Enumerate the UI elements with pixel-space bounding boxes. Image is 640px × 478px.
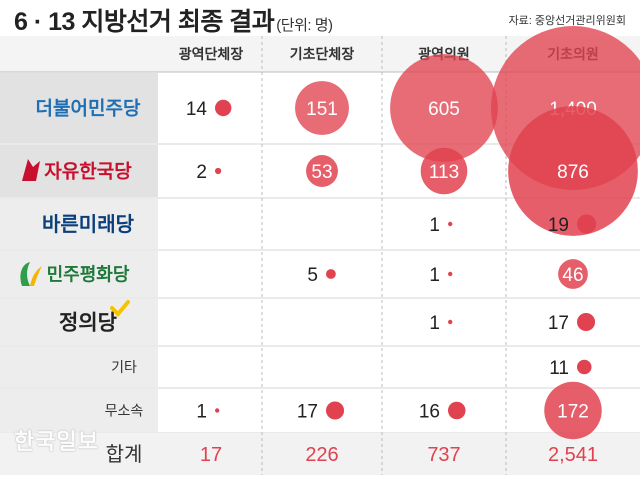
party-label: 정의당: [59, 311, 117, 334]
data-bubble-group: 16: [419, 402, 466, 423]
data-bubble-group: 876: [508, 106, 638, 236]
data-bubble: [390, 54, 498, 162]
flame-logo-icon: [22, 159, 40, 181]
data-bubble: [448, 401, 466, 420]
data-bubble-group: 2: [196, 162, 222, 183]
data-bubble: [448, 221, 453, 227]
data-bubble: [448, 271, 453, 277]
party-label: 기타: [111, 359, 137, 375]
data-bubble-group: 11: [549, 358, 592, 379]
data-bubble-group: 605: [390, 54, 498, 162]
data-bubble-group: 17: [297, 401, 345, 423]
column-header: 기초단체장: [290, 46, 355, 62]
data-label: 17: [548, 313, 569, 334]
data-label: 11: [549, 358, 569, 379]
data-label: 1: [429, 215, 440, 236]
total-value: 17: [200, 444, 222, 466]
data-bubble: [306, 155, 338, 187]
data-bubble-group: 17: [548, 312, 596, 334]
party-cell-bg: [0, 199, 158, 249]
party-label: 바른미래당: [42, 213, 135, 236]
column-header: 광역단체장: [179, 46, 244, 62]
data-bubble-group: 53: [306, 155, 338, 187]
leaf-logo-icon: [30, 266, 42, 286]
chart-title: 6 · 13 지방선거 최종 결과 (단위: 명): [14, 2, 333, 38]
data-bubble-group: 172: [544, 381, 602, 440]
data-label: 151: [306, 99, 338, 120]
data-bubble-group: 1: [429, 265, 453, 286]
party-cell-bg: [0, 73, 158, 143]
data-label: 17: [297, 402, 318, 423]
data-bubble-group: 1: [429, 215, 453, 236]
total-row-bg: [0, 433, 640, 475]
data-label: 53: [311, 162, 332, 183]
watermark-logo: 한국일보: [14, 429, 99, 454]
leaf-logo-icon: [20, 262, 30, 286]
party-cell-bg: [0, 347, 158, 387]
data-label: 1: [429, 265, 440, 286]
data-bubble: [215, 167, 222, 175]
check-logo-icon: [110, 300, 130, 317]
data-label: 14: [186, 99, 208, 120]
data-bubble-group: 113: [420, 147, 468, 195]
data-bubble: [577, 359, 592, 375]
data-bubble: [295, 81, 349, 135]
data-bubble: [326, 401, 345, 420]
data-bubble: [326, 269, 336, 279]
party-label: 자유한국당: [44, 161, 132, 183]
unit-label: (단위: 명): [276, 17, 333, 34]
data-bubble: [577, 312, 596, 332]
data-bubble-group: 1: [429, 313, 453, 334]
data-bubble-group: 46: [558, 259, 588, 289]
party-label: 더불어민주당: [36, 98, 141, 120]
data-bubble-group: 151: [295, 81, 349, 135]
data-bubble-group: 5: [307, 265, 336, 286]
data-label: 5: [307, 265, 318, 286]
data-bubble: [577, 214, 597, 234]
party-cell-bg: [0, 389, 158, 432]
party-label: 무소속: [105, 402, 144, 418]
data-bubble-group: 1: [196, 402, 220, 423]
data-label: 46: [562, 265, 583, 286]
data-bubble: [215, 408, 220, 413]
data-label: 1: [429, 313, 440, 334]
data-bubble-group: 14: [186, 99, 232, 120]
data-label: 172: [557, 402, 589, 423]
source-label: 자료: 중앙선거관리위원회: [508, 15, 626, 27]
title-text: 6 · 13 지방선거 최종 결과: [14, 8, 275, 36]
data-bubble: [448, 319, 453, 325]
total-value: 2,541: [548, 444, 598, 466]
data-label: 2: [196, 162, 207, 183]
data-bubble-group: 19: [548, 214, 597, 236]
data-label: 876: [557, 162, 589, 183]
data-label: 605: [428, 99, 460, 120]
data-label: 113: [429, 162, 459, 183]
data-label: 16: [419, 402, 440, 423]
data-bubble: [420, 147, 468, 195]
data-bubble: [215, 99, 232, 117]
data-bubble: [558, 259, 588, 289]
data-label: 19: [548, 215, 569, 236]
data-label: 1: [196, 402, 207, 423]
data-bubble: [508, 106, 638, 236]
data-bubble: [544, 381, 602, 440]
total-value: 226: [305, 444, 338, 466]
party-label: 민주평화당: [47, 264, 130, 284]
total-value: 737: [427, 444, 460, 466]
total-label: 합계: [106, 443, 143, 466]
party-cell-bg: [0, 299, 158, 345]
